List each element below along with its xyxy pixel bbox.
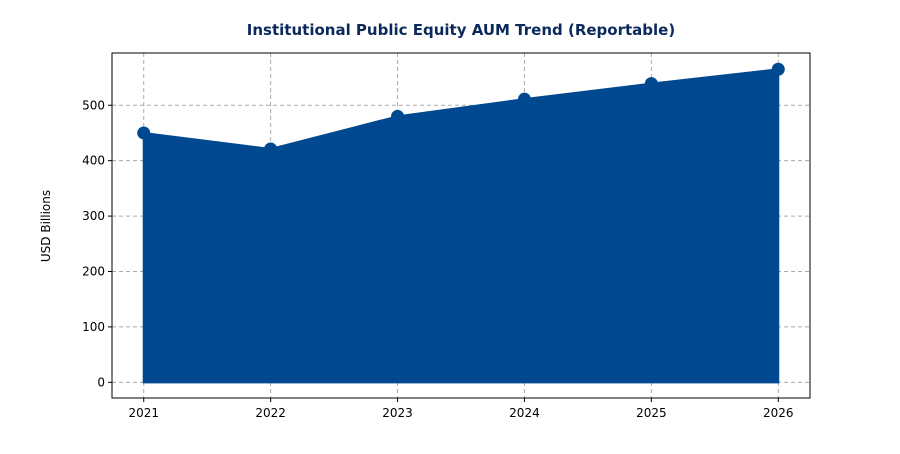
y-tick-label: 300 — [82, 209, 105, 223]
x-tick-label: 2026 — [763, 406, 794, 420]
y-tick-label: 0 — [97, 375, 105, 389]
chart-title: Institutional Public Equity AUM Trend (R… — [247, 21, 675, 39]
y-axis-label: USD Billions — [39, 190, 53, 262]
x-tick-label: 2022 — [255, 406, 286, 420]
marker — [264, 142, 278, 156]
marker — [517, 92, 531, 106]
x-tick-label: 2024 — [509, 406, 540, 420]
y-tick-label: 400 — [82, 154, 105, 168]
marker — [391, 109, 405, 123]
y-tick-label: 100 — [82, 320, 105, 334]
marker — [644, 77, 658, 91]
y-tick-label: 200 — [82, 264, 105, 278]
marker — [771, 62, 785, 76]
area — [142, 68, 780, 384]
x-tick-label: 2023 — [382, 406, 413, 420]
x-tick-label: 2021 — [128, 406, 159, 420]
plot-frame — [111, 52, 811, 399]
y-tick-label: 500 — [82, 98, 105, 112]
marker — [137, 126, 151, 140]
x-tick-label: 2025 — [636, 406, 667, 420]
